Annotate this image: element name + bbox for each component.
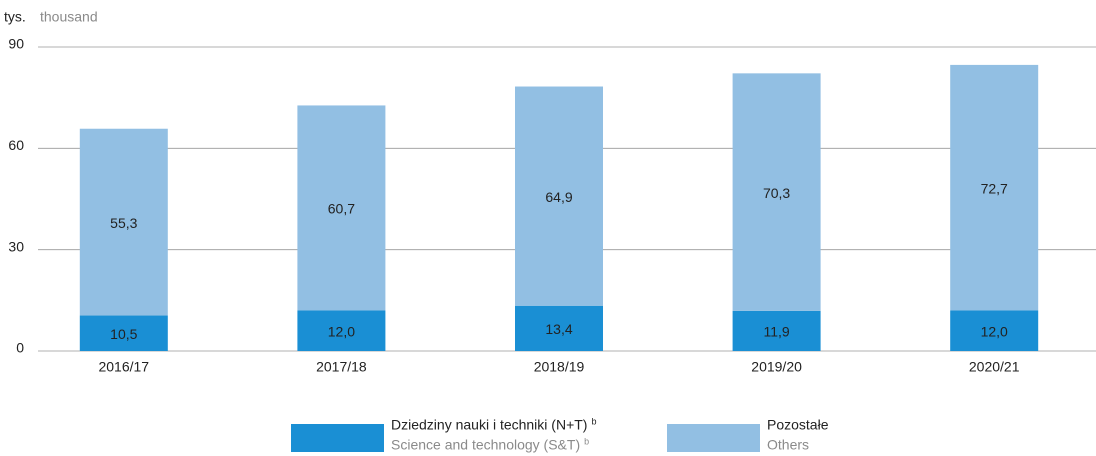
bar-segment: [297, 105, 386, 311]
x-tick-label: 2017/18: [316, 359, 367, 375]
legend-label: Dziedziny nauki i techniki (N+T): [391, 417, 587, 433]
unit-label: tys.: [4, 9, 26, 25]
value-label: 64,9: [545, 189, 572, 205]
y-tick-label: 30: [8, 238, 24, 254]
legend-note: b: [591, 416, 596, 426]
value-label: 72,7: [981, 180, 1008, 196]
legend-label-en: Others: [767, 437, 809, 453]
unit-label-en: thousand: [40, 9, 98, 25]
value-label: 12,0: [328, 323, 355, 339]
x-tick-label: 2019/20: [751, 359, 802, 375]
bar-segment: [732, 73, 821, 311]
bar-segment: [950, 310, 1039, 351]
legend-note-en: b: [584, 436, 589, 446]
x-tick-label: 2018/19: [534, 359, 585, 375]
value-label: 13,4: [545, 321, 572, 337]
legend-swatch: [667, 424, 760, 452]
value-label: 12,0: [981, 323, 1008, 339]
bar-segment: [297, 310, 386, 351]
bar-segment: [79, 128, 168, 316]
x-tick-label: 2016/17: [98, 359, 149, 375]
value-label: 10,5: [110, 326, 137, 342]
value-label: 11,9: [763, 324, 789, 340]
value-label: 55,3: [110, 215, 137, 231]
bar-segment: [79, 315, 168, 351]
legend-label: Pozostałe: [767, 417, 829, 433]
x-tick-label: 2020/21: [969, 359, 1020, 375]
bar-segment: [515, 86, 603, 306]
y-tick-label: 90: [8, 36, 24, 52]
y-tick-label: 0: [16, 340, 24, 356]
y-tick-label: 60: [8, 137, 24, 153]
bar-segment: [515, 305, 603, 351]
legend-label-en: Science and technology (S&T): [391, 437, 580, 453]
legend-swatch: [291, 424, 384, 452]
bar-segment: [732, 310, 821, 351]
value-label: 60,7: [328, 201, 355, 217]
bar-segment: [950, 64, 1039, 311]
value-label: 70,3: [763, 185, 790, 201]
